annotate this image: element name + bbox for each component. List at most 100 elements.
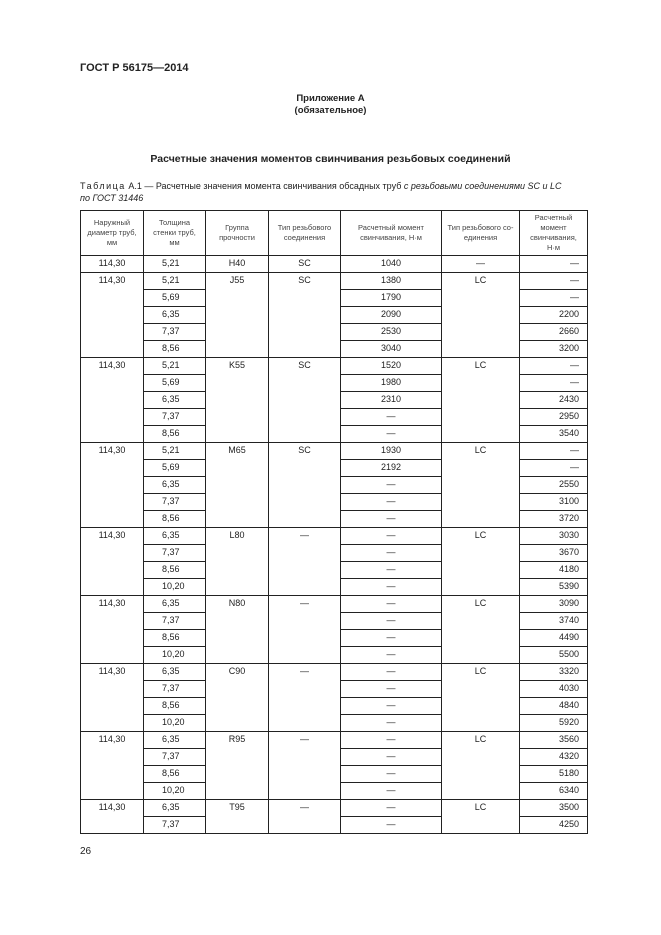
thread-type-lc-cell: LC bbox=[441, 442, 520, 528]
wall-thickness-cell: 6,35 bbox=[143, 476, 206, 494]
torque-lc-cell: 4320 bbox=[519, 748, 588, 766]
wall-thickness-cell: 6,35 bbox=[143, 306, 206, 324]
table-row: 8,56 3040 3200 bbox=[81, 340, 588, 358]
caption-text: — Расчетные значения момента свинчивания… bbox=[141, 181, 404, 191]
table-row: 7,37 — 3670 bbox=[81, 544, 588, 562]
grade-cell: K55 bbox=[205, 357, 269, 443]
torque-lc-cell: — bbox=[519, 272, 588, 290]
table-row: 114,30 6,35 T95— — LC 3500 bbox=[80, 799, 588, 834]
table-row: 7,37 — 4250 bbox=[81, 816, 588, 834]
torque-lc-cell: 2950 bbox=[519, 408, 588, 426]
torque-lc-cell: 4840 bbox=[519, 697, 588, 715]
table-row: 114,30 5,21 H40 SC 1040— — bbox=[80, 255, 588, 273]
torque-lc-cell: 4490 bbox=[519, 629, 588, 647]
document-header: ГОСТ Р 56175—2014 bbox=[80, 62, 189, 74]
torque-lc-cell: 5390 bbox=[519, 578, 588, 596]
torque-sc-cell: — bbox=[340, 748, 442, 766]
wall-thickness-cell: 5,21 bbox=[143, 272, 206, 290]
column-header: Группа прочности bbox=[205, 210, 269, 256]
torque-lc-cell: 4180 bbox=[519, 561, 588, 579]
thread-type-sc-cell: — bbox=[268, 663, 341, 732]
wall-thickness-cell: 7,37 bbox=[143, 493, 206, 511]
table-row: 6,35 2310 2430 bbox=[81, 391, 588, 409]
thread-type-sc-cell: SC bbox=[268, 442, 341, 528]
wall-thickness-cell: 6,35 bbox=[143, 527, 206, 545]
section-title: Расчетные значения моментов свинчивания … bbox=[150, 153, 511, 165]
outer-diameter-cell: 114,30 bbox=[80, 731, 144, 800]
torque-lc-cell: 4030 bbox=[519, 680, 588, 698]
thread-type-sc-cell: SC bbox=[268, 357, 341, 443]
caption-label: Таблица bbox=[80, 181, 126, 191]
wall-thickness-cell: 8,56 bbox=[143, 561, 206, 579]
table-row: 7,37 — 3740 bbox=[81, 612, 588, 630]
outer-diameter-cell: 114,30 bbox=[80, 272, 144, 358]
wall-thickness-cell: 7,37 bbox=[143, 816, 206, 834]
wall-thickness-cell: 8,56 bbox=[143, 340, 206, 358]
torque-sc-cell: 3040 bbox=[340, 340, 442, 358]
torque-sc-cell: — bbox=[340, 731, 442, 749]
torque-lc-cell: 3740 bbox=[519, 612, 588, 630]
column-header: Расчетный момент свинчивания, Н·м bbox=[519, 210, 588, 256]
thread-type-lc-cell: LC bbox=[441, 799, 520, 834]
grade-cell: H40 bbox=[205, 255, 269, 273]
torque-sc-cell: 1380 bbox=[340, 272, 442, 290]
column-header: Наружный диаметр труб, мм bbox=[80, 210, 144, 256]
thread-type-sc-cell: SC bbox=[268, 272, 341, 358]
table-row: 114,30 6,35 R95— — LC 3560 bbox=[80, 731, 588, 800]
torque-lc-cell: 3100 bbox=[519, 493, 588, 511]
wall-thickness-cell: 10,20 bbox=[143, 714, 206, 732]
grade-cell: M65 bbox=[205, 442, 269, 528]
outer-diameter-cell: 114,30 bbox=[80, 357, 144, 443]
thread-type-sc-cell: — bbox=[268, 595, 341, 664]
torque-sc-cell: — bbox=[340, 714, 442, 732]
table-row: 8,56 — 4180 bbox=[81, 561, 588, 579]
torque-sc-cell: 1790 bbox=[340, 289, 442, 307]
torque-sc-cell: — bbox=[340, 476, 442, 494]
torque-lc-cell: 2550 bbox=[519, 476, 588, 494]
thread-type-sc-cell: — bbox=[268, 527, 341, 596]
grade-cell: J55 bbox=[205, 272, 269, 358]
torque-lc-cell: — bbox=[519, 289, 588, 307]
torque-sc-cell: — bbox=[340, 493, 442, 511]
torque-sc-cell: — bbox=[340, 510, 442, 528]
thread-type-lc-cell: — bbox=[441, 255, 520, 273]
wall-thickness-cell: 7,37 bbox=[143, 748, 206, 766]
torque-lc-cell: — bbox=[519, 459, 588, 477]
column-header: Толщина стенки труб, мм bbox=[143, 210, 206, 256]
column-header: Тип резьбового со-единения bbox=[441, 210, 520, 256]
grade-cell: L80 bbox=[205, 527, 269, 596]
wall-thickness-cell: 8,56 bbox=[143, 425, 206, 443]
wall-thickness-cell: 7,37 bbox=[143, 323, 206, 341]
grade-cell: R95 bbox=[205, 731, 269, 800]
torque-sc-cell: 2192 bbox=[340, 459, 442, 477]
thread-type-lc-cell: LC bbox=[441, 595, 520, 664]
outer-diameter-cell: 114,30 bbox=[80, 799, 144, 834]
thread-type-lc-cell: LC bbox=[441, 272, 520, 358]
caption-number: А.1 bbox=[128, 181, 142, 191]
wall-thickness-cell: 5,69 bbox=[143, 374, 206, 392]
torque-lc-cell: 3500 bbox=[519, 799, 588, 817]
wall-thickness-cell: 8,56 bbox=[143, 510, 206, 528]
torque-sc-cell: 2310 bbox=[340, 391, 442, 409]
torque-sc-cell: — bbox=[340, 561, 442, 579]
table-row: 8,56 — 4490 bbox=[81, 629, 588, 647]
outer-diameter-cell: 114,30 bbox=[80, 442, 144, 528]
table-caption: Таблица А.1 — Расчетные значения момента… bbox=[80, 180, 590, 204]
wall-thickness-cell: 5,21 bbox=[143, 357, 206, 375]
table-row: 114,30 6,35 N80— — LC 3090 bbox=[80, 595, 588, 664]
torque-sc-cell: 1040 bbox=[340, 255, 442, 273]
wall-thickness-cell: 7,37 bbox=[143, 408, 206, 426]
wall-thickness-cell: 8,56 bbox=[143, 629, 206, 647]
torque-table: Наружный диаметр труб, мм Толщина стенки … bbox=[80, 210, 588, 834]
torque-sc-cell: — bbox=[340, 408, 442, 426]
wall-thickness-cell: 5,69 bbox=[143, 459, 206, 477]
appendix-subtitle: (обязательное) bbox=[294, 105, 367, 116]
torque-lc-cell: 3540 bbox=[519, 425, 588, 443]
wall-thickness-cell: 5,21 bbox=[143, 442, 206, 460]
outer-diameter-cell: 114,30 bbox=[80, 595, 144, 664]
wall-thickness-cell: 5,21 bbox=[143, 255, 206, 273]
wall-thickness-cell: 6,35 bbox=[143, 595, 206, 613]
torque-sc-cell: 1520 bbox=[340, 357, 442, 375]
torque-sc-cell: — bbox=[340, 816, 442, 834]
caption-line2: по ГОСТ 31446 bbox=[80, 193, 144, 203]
